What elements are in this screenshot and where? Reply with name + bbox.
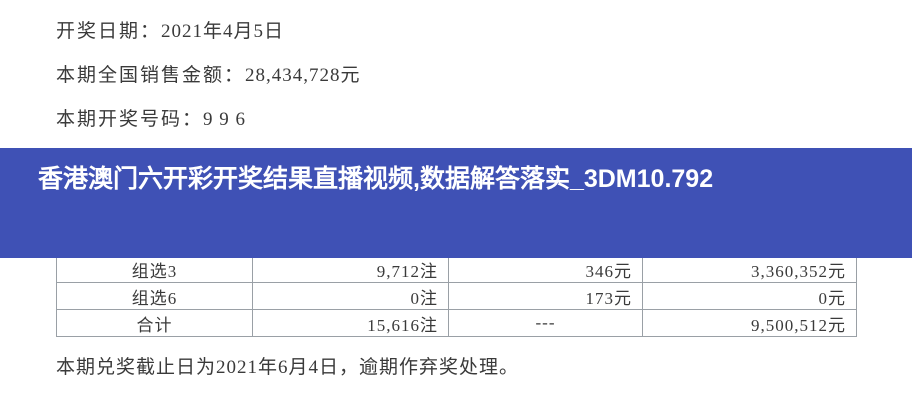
sales-amount-label: 本期全国销售金额： xyxy=(56,65,246,86)
cell-prize-per-bet: 173元 xyxy=(448,282,643,310)
sales-amount-value: 28,434,728元 xyxy=(245,65,361,86)
cell-winning-count: 15,616注 xyxy=(252,309,449,337)
table-row: 组选6 0注 173元 0元 xyxy=(56,282,857,310)
banner-title: 香港澳门六开彩开奖结果直播视频,数据解答落实_3DM10.792 xyxy=(38,165,714,193)
info-line-winning-numbers: 本期开奖号码：9 9 6 xyxy=(56,104,816,131)
draw-date-label: 开奖日期： xyxy=(56,21,162,42)
cell-total-prize: 9,500,512元 xyxy=(642,309,857,337)
cell-bet-type: 合计 xyxy=(56,309,253,337)
info-line-sales-amount: 本期全国销售金额：28,434,728元 xyxy=(56,60,816,87)
cell-prize-per-bet: 346元 xyxy=(448,255,643,283)
cell-bet-type: 组选6 xyxy=(56,282,253,310)
table-row: 组选3 9,712注 346元 3,360,352元 xyxy=(56,255,857,283)
claim-deadline-note: 本期兑奖截止日为2021年6月4日，逾期作弃奖处理。 xyxy=(56,357,520,378)
info-line-draw-date: 开奖日期：2021年4月5日 xyxy=(56,16,816,43)
overlay-banner: 香港澳门六开彩开奖结果直播视频,数据解答落实_3DM10.792 xyxy=(0,148,912,258)
cell-total-prize: 0元 xyxy=(642,282,857,310)
cell-total-prize: 3,360,352元 xyxy=(642,255,857,283)
cell-bet-type: 组选3 xyxy=(56,255,253,283)
winning-numbers-value: 9 9 6 xyxy=(203,109,247,130)
draw-date-value: 2021年4月5日 xyxy=(161,21,285,42)
cell-prize-per-bet: --- xyxy=(448,309,643,337)
table-row: 合计 15,616注 --- 9,500,512元 xyxy=(56,309,857,337)
info-block: 开奖日期：2021年4月5日 本期全国销售金额：28,434,728元 本期开奖… xyxy=(56,16,816,148)
cell-winning-count: 9,712注 xyxy=(252,255,449,283)
winning-numbers-label: 本期开奖号码： xyxy=(56,109,204,130)
cell-winning-count: 0注 xyxy=(252,282,449,310)
